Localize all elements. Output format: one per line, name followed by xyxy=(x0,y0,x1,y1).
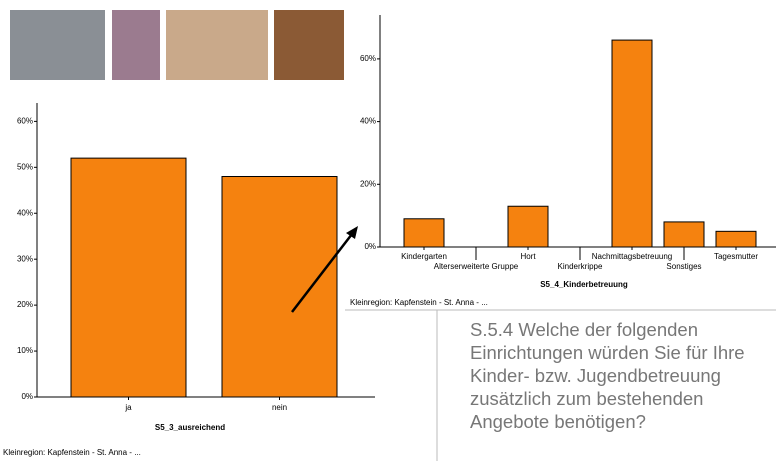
y-tick-label: 40% xyxy=(17,208,33,217)
y-tick-label: 10% xyxy=(17,346,33,355)
y-tick-label: 20% xyxy=(360,179,376,188)
footnote: Kleinregion: Kapfenstein - St. Anna - ..… xyxy=(350,298,488,307)
x-tick-label: Sonstiges xyxy=(666,262,701,271)
x-tick-label: Kinderkrippe xyxy=(558,262,603,271)
x-tick-label: Alterserweiterte Gruppe xyxy=(434,262,519,271)
photo xyxy=(166,10,268,80)
y-tick-label: 20% xyxy=(17,300,33,309)
arrow xyxy=(291,233,353,313)
y-tick-label: 50% xyxy=(17,162,33,171)
bar xyxy=(403,218,445,248)
chart-right: 0% 20% 40% 60% KindergartenAlterserweiterte … xyxy=(350,15,776,307)
y-tick-label: 60% xyxy=(360,54,376,63)
photo xyxy=(112,10,160,80)
caption: S.5.4 Welche der folgenden Einrichtungen… xyxy=(470,319,745,432)
panel xyxy=(345,10,776,310)
y-tick-label: 60% xyxy=(17,116,33,125)
photo xyxy=(10,10,105,80)
bar xyxy=(715,230,757,248)
y-tick-label: 40% xyxy=(360,117,376,126)
bar xyxy=(507,205,549,248)
x-axis-title: S5_4_Kinderbetreuung xyxy=(540,280,628,289)
x-tick-label: ja xyxy=(124,403,132,412)
chart-left: 0% 10% 20% 30% 40% 50% 60% ja nein S5_3_ausreiche… xyxy=(3,103,375,457)
bar xyxy=(221,176,338,398)
bar xyxy=(70,157,187,398)
x-tick-label: Tagesmutter xyxy=(714,252,758,261)
footnote: Kleinregion: Kapfenstein - St. Anna - ..… xyxy=(3,448,141,457)
y-tick-label: 0% xyxy=(364,242,376,251)
photo xyxy=(274,10,344,80)
arrow-head xyxy=(346,226,358,239)
y-tick-label: 0% xyxy=(21,392,33,401)
x-tick-label: Kindergarten xyxy=(401,252,447,261)
bar xyxy=(663,221,705,248)
x-tick-label: Nachmittagsbetreuung xyxy=(592,252,673,261)
bar xyxy=(611,39,653,248)
x-axis-title: S5_3_ausreichend xyxy=(155,423,225,432)
y-tick-label: 30% xyxy=(17,254,33,263)
x-tick-label: Hort xyxy=(520,252,536,261)
x-tick-label: nein xyxy=(272,403,287,412)
